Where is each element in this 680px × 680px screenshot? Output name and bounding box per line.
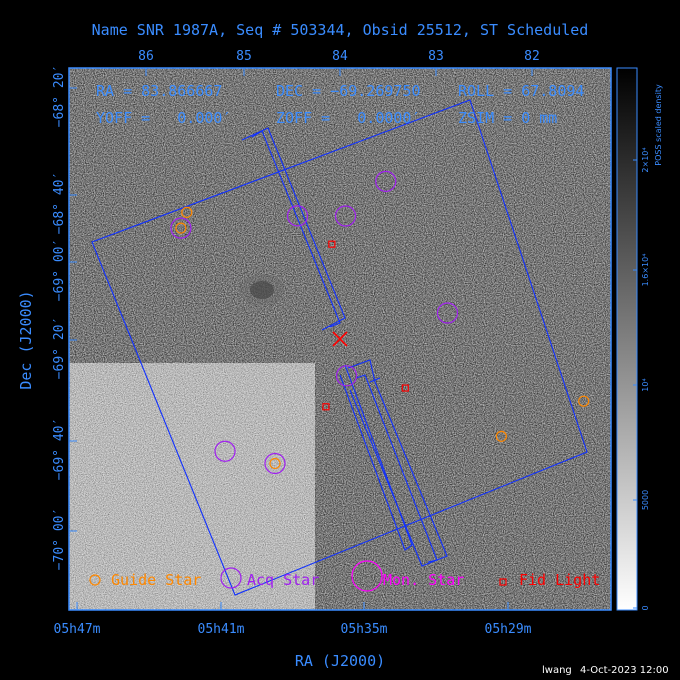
top-tick-label: 86 xyxy=(138,49,154,64)
acq-star-marker xyxy=(264,452,286,475)
bottom-tick-label: 05h29m xyxy=(485,622,532,637)
left-tick-label: −69° 20′ xyxy=(52,317,67,380)
acq-star-marker xyxy=(214,440,236,462)
colorbar-gradient xyxy=(616,67,638,611)
legend-mon-label: Mon. Star xyxy=(383,571,464,589)
fid-light-marker xyxy=(328,240,336,248)
axes: 86 85 84 83 82 05h47m 05h41m 05h35m 05h29m −68° 2… xyxy=(52,49,540,637)
left-tick-label: −69° 00′ xyxy=(52,239,67,302)
instrument-strip-lower-inner xyxy=(355,374,438,563)
zsim-readout: ZSIM = 0 mm xyxy=(458,109,557,127)
colorbar-tick-label: 10⁴ xyxy=(641,378,650,391)
instrument-strip-upper xyxy=(241,127,346,331)
guide-star-marker xyxy=(578,395,590,407)
acq-star-marker xyxy=(335,365,358,387)
left-tick-label: −69° 40′ xyxy=(52,418,67,481)
colorbar-tick-label: 0 xyxy=(641,605,650,610)
acq-star-marker xyxy=(436,302,459,324)
legend-mon-marker xyxy=(351,560,383,592)
guide-star-marker xyxy=(181,206,193,218)
colorbar-label: POSS scaled density xyxy=(654,84,663,166)
legend-acq-label: Acq Star xyxy=(247,571,319,589)
top-tick-label: 84 xyxy=(332,49,348,64)
top-tick-label: 83 xyxy=(428,49,444,64)
acq-star-marker xyxy=(286,205,309,227)
guide-star-marker xyxy=(269,457,281,470)
legend-guide-marker xyxy=(89,574,101,586)
roll-readout: ROLL = 67.8094 xyxy=(458,82,584,100)
instrument-strip-lower-edge xyxy=(339,364,413,551)
colorbar-tick-label: 1.6×10⁴ xyxy=(641,254,650,287)
legend-guide-label: Guide Star xyxy=(111,571,201,589)
target-cross-b xyxy=(332,331,348,347)
bottom-tick-label: 05h35m xyxy=(341,622,388,637)
top-tick-label: 82 xyxy=(524,49,540,64)
zoff-readout: ZOFF = 0.0000′ xyxy=(276,109,421,127)
fid-light-marker xyxy=(401,384,409,392)
instrument-strip-upper-inner xyxy=(251,130,341,328)
chart-title: Name SNR 1987A, Seq # 503344, Obsid 2551… xyxy=(92,21,589,39)
legend-fid-marker xyxy=(499,578,507,586)
yoff-readout: YOFF = 0.000′ xyxy=(96,109,231,127)
guide-star-marker xyxy=(175,222,187,234)
x-axis-label: RA (J2000) xyxy=(295,652,385,670)
instrument-notch xyxy=(369,377,381,383)
star-markers xyxy=(170,170,590,475)
top-tick-label: 85 xyxy=(236,49,252,64)
y-axis-label: Dec (J2000) xyxy=(17,290,35,389)
footer-user: lwang xyxy=(542,665,572,676)
legend-fid-label: Fid Light xyxy=(519,571,600,589)
legend: Guide Star Acq Star Mon. Star Fid Light xyxy=(89,560,600,592)
legend-acq-marker xyxy=(220,567,242,589)
acq-star-marker xyxy=(334,205,357,227)
fov-outline xyxy=(91,99,588,596)
acq-star-marker xyxy=(170,217,192,239)
instrument-strip-lower xyxy=(347,359,448,567)
fid-light-marker xyxy=(322,403,330,411)
dec-readout: DEC = −69.269750 xyxy=(276,82,421,100)
left-tick-label: −68° 40′ xyxy=(52,172,67,235)
bottom-tick-label: 05h47m xyxy=(54,622,101,637)
colorbar-tick-label: 5000 xyxy=(641,490,650,510)
footer-date: 4-Oct-2023 12:00 xyxy=(580,665,669,676)
info-panel: RA = 83.866667 DEC = −69.269750 ROLL = 6… xyxy=(96,82,584,127)
ra-readout: RA = 83.866667 xyxy=(96,82,222,100)
fov-overlay xyxy=(91,99,588,596)
acq-star-marker xyxy=(375,170,397,192)
left-tick-label: −68° 20′ xyxy=(52,65,67,128)
colorbar: 0 5000 10⁴ 1.6×10⁴ 2×10⁴ POSS scaled density xyxy=(616,67,663,611)
colorbar-tick-label: 2×10⁴ xyxy=(641,147,650,172)
bottom-tick-label: 05h41m xyxy=(198,622,245,637)
sky-image xyxy=(69,68,611,610)
left-tick-label: −70° 00′ xyxy=(52,508,67,571)
guide-star-marker xyxy=(495,430,507,442)
